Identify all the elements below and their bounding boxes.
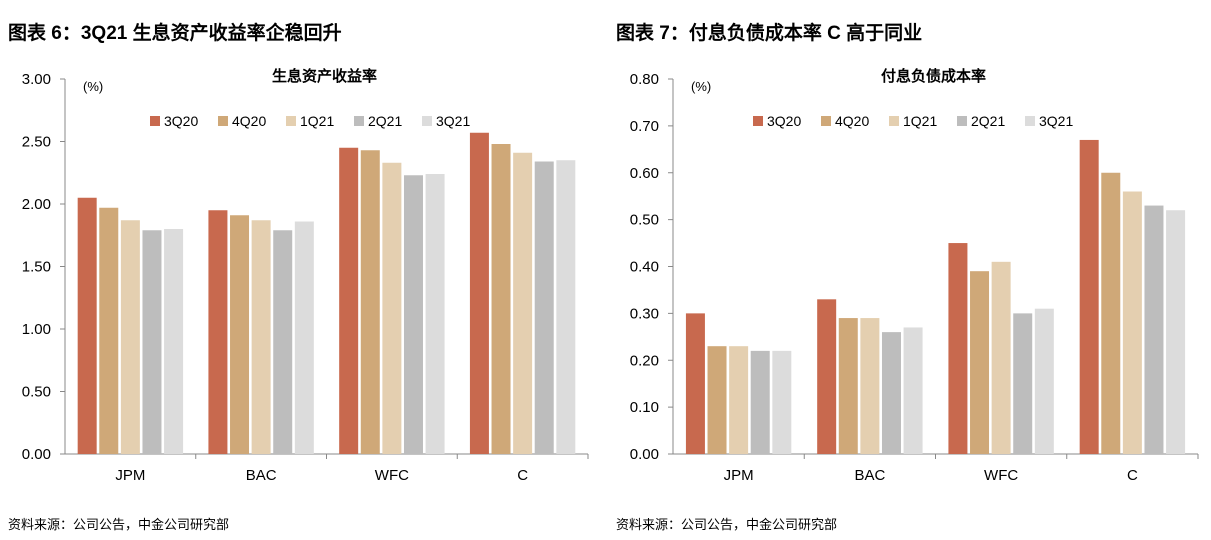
- legend-label: 3Q21: [436, 113, 470, 129]
- bar-c-2q21: [1144, 205, 1164, 454]
- bar-c-3q21: [1166, 210, 1186, 454]
- bar-jpm-3q21: [772, 350, 792, 454]
- bar-wfc-4q20: [970, 271, 990, 454]
- y-tick-label: 0.20: [630, 352, 659, 369]
- y-tick-label: 0.40: [630, 259, 659, 276]
- chart-title: 付息负债成本率: [881, 67, 986, 85]
- y-tick-label: 0.10: [630, 399, 659, 416]
- y-tick-label: 0.30: [630, 305, 659, 322]
- legend-swatch: [354, 116, 364, 126]
- bar-wfc-1q21: [382, 162, 402, 454]
- bar-chart-interest-bearing-cost: 付息负债成本率 (%) 0.00 0.10 0.20 0.30 0.40 0.50 0.60 0.…: [630, 67, 1199, 484]
- legend-label: 2Q21: [971, 113, 1005, 129]
- bar-jpm-3q20: [685, 313, 705, 454]
- legend-label: 2Q21: [368, 113, 402, 129]
- source-note: 资料来源：公司公告，中金公司研究部: [8, 517, 230, 532]
- bar-jpm-4q20: [99, 207, 119, 454]
- legend-label: 3Q21: [1039, 113, 1073, 129]
- chart-title: 生息资产收益率: [272, 67, 377, 85]
- legend-swatch: [218, 116, 228, 126]
- x-category-label: C: [517, 467, 528, 484]
- x-category-label: BAC: [246, 467, 277, 484]
- legend-swatch: [821, 116, 831, 126]
- bar-jpm-1q21: [120, 220, 140, 454]
- bar-jpm-2q21: [142, 230, 162, 454]
- y-tick-label: 0.60: [630, 165, 659, 182]
- figure-title: 图表 7：付息负债成本率 C 高于同业: [616, 23, 923, 44]
- bar-c-3q20: [1079, 139, 1099, 454]
- bar-wfc-3q21: [1034, 308, 1054, 454]
- bar-c-1q21: [1122, 191, 1142, 454]
- bar-jpm-4q20: [707, 346, 727, 454]
- bar-jpm-2q21: [750, 350, 770, 454]
- legend-swatch: [286, 116, 296, 126]
- y-tick-label: 0.50: [22, 384, 51, 401]
- y-tick-label: 0.00: [630, 446, 659, 463]
- bar-wfc-1q21: [991, 261, 1011, 454]
- bar-wfc-4q20: [360, 150, 380, 454]
- legend-swatch: [150, 116, 160, 126]
- figure-title: 图表 6：3Q21 生息资产收益率企稳回升: [8, 23, 342, 44]
- legend-label: 1Q21: [300, 113, 334, 129]
- x-category-label: WFC: [984, 467, 1018, 484]
- bar-bac-1q21: [251, 220, 271, 454]
- y-tick-label: 2.50: [22, 134, 51, 151]
- legend-label: 4Q20: [835, 113, 869, 129]
- bar-jpm-3q20: [77, 197, 97, 454]
- legend-label: 4Q20: [232, 113, 266, 129]
- legend-label: 3Q20: [164, 113, 198, 129]
- x-category-label: BAC: [854, 467, 885, 484]
- bar-bac-3q21: [903, 327, 923, 454]
- bar-bac-4q20: [838, 318, 858, 454]
- legend-swatch: [753, 116, 763, 126]
- legend-label: 1Q21: [903, 113, 937, 129]
- y-tick-label: 1.00: [22, 321, 51, 338]
- bar-c-1q21: [513, 152, 533, 454]
- bar-bac-3q20: [817, 299, 837, 454]
- x-category-label: JPM: [724, 467, 754, 484]
- legend-swatch: [957, 116, 967, 126]
- legend-swatch: [889, 116, 899, 126]
- y-tick-label: 3.00: [22, 71, 51, 88]
- y-tick-label: 1.50: [22, 259, 51, 276]
- bar-bac-2q21: [273, 230, 293, 454]
- bar-wfc-3q20: [339, 147, 359, 454]
- bar-c-4q20: [1101, 172, 1121, 454]
- bar-jpm-1q21: [729, 346, 749, 454]
- bar-c-4q20: [491, 144, 511, 454]
- legend-swatch: [422, 116, 432, 126]
- y-tick-label: 0.50: [630, 212, 659, 229]
- legend-swatch: [1025, 116, 1035, 126]
- bar-wfc-3q21: [425, 174, 445, 454]
- bar-wfc-3q20: [948, 243, 968, 454]
- bar-bac-1q21: [860, 318, 880, 454]
- unit-label: (%): [83, 79, 103, 94]
- x-category-label: C: [1127, 467, 1138, 484]
- bar-c-3q20: [469, 132, 489, 454]
- y-tick-label: 0.80: [630, 71, 659, 88]
- x-category-label: WFC: [375, 467, 409, 484]
- bar-bac-2q21: [881, 332, 901, 454]
- y-tick-label: 2.00: [22, 196, 51, 213]
- bar-bac-3q20: [208, 210, 228, 454]
- bar-c-3q21: [556, 160, 576, 454]
- bar-chart-interest-earning-yield: 生息资产收益率 (%) 0.00 0.50 1.00 1.50 2.00 2.50 3.00 JP…: [22, 67, 589, 484]
- bar-bac-3q21: [294, 221, 314, 454]
- y-tick-label: 0.00: [22, 446, 51, 463]
- legend-label: 3Q20: [767, 113, 801, 129]
- x-category-label: JPM: [115, 467, 145, 484]
- bar-wfc-2q21: [1013, 313, 1033, 454]
- source-note: 资料来源：公司公告，中金公司研究部: [616, 517, 838, 532]
- unit-label: (%): [691, 79, 711, 94]
- bar-bac-4q20: [230, 215, 250, 454]
- y-tick-label: 0.70: [630, 118, 659, 135]
- figure-7: 图表 7：付息负债成本率 C 高于同业 付息负债成本率 (%) 0.00 0.10 0.…: [608, 0, 1208, 540]
- bar-jpm-3q21: [164, 229, 184, 454]
- bar-wfc-2q21: [403, 175, 423, 454]
- bar-c-2q21: [534, 161, 554, 454]
- figure-6: 图表 6：3Q21 生息资产收益率企稳回升 生息资产收益率 (%) 0.00 0.50…: [0, 0, 600, 540]
